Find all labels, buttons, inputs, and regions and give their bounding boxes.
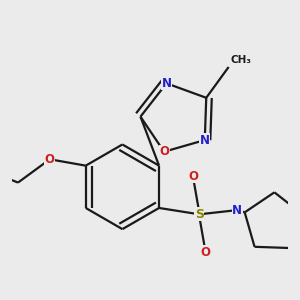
Text: O: O bbox=[188, 170, 198, 183]
Text: O: O bbox=[201, 246, 211, 259]
Text: O: O bbox=[159, 145, 169, 158]
Text: N: N bbox=[161, 77, 172, 90]
Text: CH₃: CH₃ bbox=[230, 55, 251, 65]
Text: S: S bbox=[195, 208, 204, 221]
Text: N: N bbox=[200, 134, 210, 147]
Text: N: N bbox=[232, 204, 242, 217]
Text: O: O bbox=[45, 153, 55, 166]
